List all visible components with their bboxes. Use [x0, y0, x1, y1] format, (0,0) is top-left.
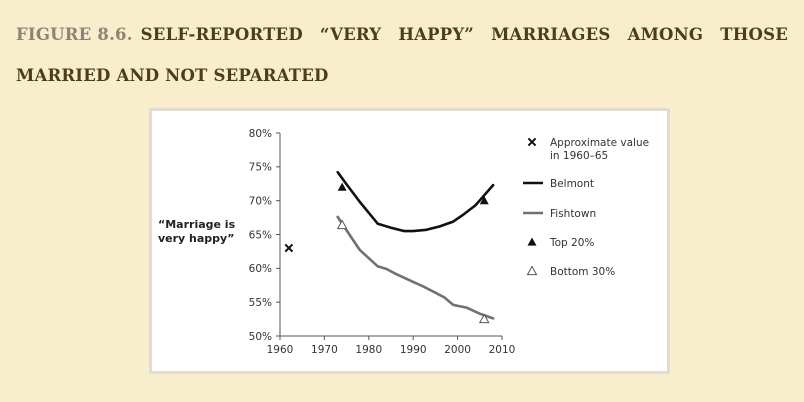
- legend-label: Belmont: [550, 178, 594, 190]
- chart-svg: 50% 55% 60% 65% 70% 75% 80% 1960 1970 1980 1990 200…: [158, 128, 649, 356]
- chart-markers: [284, 182, 490, 324]
- y-tick-label: 65%: [249, 229, 272, 241]
- legend-label: Bottom 30%: [550, 266, 615, 278]
- legend-label: Approximate value: [550, 137, 649, 149]
- x-tick-label: 2000: [444, 344, 471, 356]
- y-tick-label: 55%: [249, 297, 272, 309]
- legend-item: Bottom 30%: [526, 265, 615, 278]
- legend-item: Belmont: [523, 178, 594, 190]
- y-axis-label-line: “Marriage is: [158, 218, 236, 231]
- figure-title: SELF-REPORTED “VERY HAPPY” MARRIAGES AMO…: [16, 25, 788, 85]
- x-tick-label: 1980: [355, 344, 382, 356]
- series-line-belmont: [336, 170, 495, 233]
- marker-triangle-open: [478, 313, 490, 324]
- chart-axes: 50% 55% 60% 65% 70% 75% 80% 1960 1970 1980 1990 200…: [249, 128, 516, 356]
- y-tick-label: 50%: [249, 331, 272, 343]
- marker-triangle-filled: [337, 182, 347, 191]
- figure-number: 8.6.: [97, 25, 133, 44]
- y-tick-label: 60%: [249, 263, 272, 275]
- chart-series: [336, 170, 495, 320]
- legend-label: Top 20%: [549, 237, 594, 249]
- series-line-fishtown: [336, 215, 495, 320]
- y-tick-label: 70%: [249, 195, 272, 207]
- legend-label: in 1960–65: [550, 150, 608, 162]
- legend-symbol: [527, 237, 537, 246]
- marker-triangle-filled: [479, 196, 489, 205]
- figure-label: FIGURE: [16, 25, 92, 44]
- legend-symbol: [526, 265, 538, 276]
- legend-label: Fishtown: [550, 208, 596, 220]
- marker-triangle-open: [336, 219, 348, 230]
- legend-item: Fishtown: [523, 208, 596, 220]
- y-axis-label-line: very happy”: [158, 232, 234, 245]
- x-tick-label: 1970: [311, 344, 338, 356]
- x-tick-label: 1960: [267, 344, 294, 356]
- legend-item: Top 20%: [527, 237, 594, 249]
- x-tick-label: 2010: [489, 344, 516, 356]
- legend-symbol: [527, 137, 537, 147]
- marker-x: [284, 243, 294, 253]
- figure-caption: FIGURE 8.6. SELF-REPORTED “VERY HAPPY” MAR…: [16, 14, 788, 96]
- y-tick-label: 75%: [249, 162, 272, 174]
- x-tick-label: 1990: [400, 344, 427, 356]
- y-tick-label: 80%: [249, 128, 272, 140]
- chart-panel: 50% 55% 60% 65% 70% 75% 80% 1960 1970 1980 1990 200…: [149, 108, 670, 374]
